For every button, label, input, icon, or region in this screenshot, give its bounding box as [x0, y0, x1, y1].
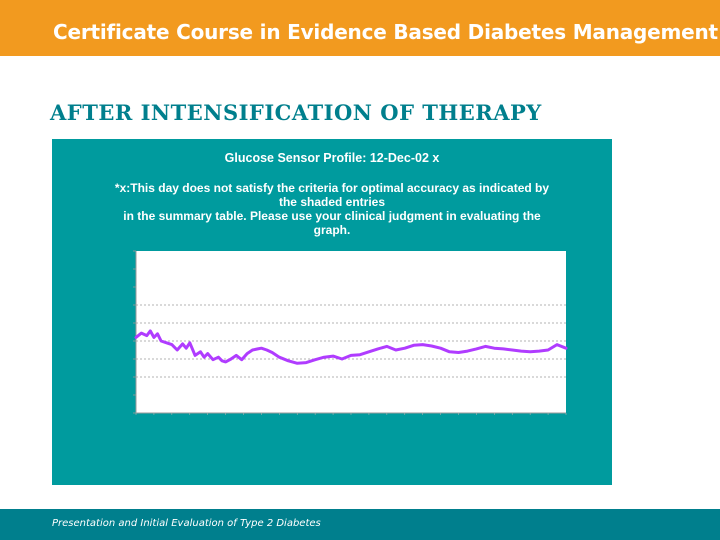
footer-bar: Presentation and Initial Evaluation of T…: [0, 509, 720, 540]
course-title: Certificate Course in Evidence Based Dia…: [53, 20, 718, 44]
chart-note-line-1: *x:This day does not satisfy the criteri…: [114, 181, 550, 195]
chart-note-line-3: in the summary table. Please use your cl…: [123, 209, 541, 223]
series-line-0: [134, 329, 568, 365]
plot-area: [136, 251, 566, 413]
chart-panel: Glucose Sensor Profile: 12-Dec-02 x *x:T…: [52, 139, 612, 485]
chart-note-line-2: the shaded entries: [278, 195, 386, 209]
glucose-line-chart: [133, 250, 568, 415]
header-bar: Certificate Course in Evidence Based Dia…: [0, 0, 720, 56]
footer-text: Presentation and Initial Evaluation of T…: [52, 518, 321, 529]
chart-title: Glucose Sensor Profile: 12-Dec-02 x: [224, 151, 440, 165]
slide-heading: AFTER INTENSIFICATION OF THERAPY: [50, 100, 542, 125]
chart-note-line-4: graph.: [313, 223, 351, 237]
